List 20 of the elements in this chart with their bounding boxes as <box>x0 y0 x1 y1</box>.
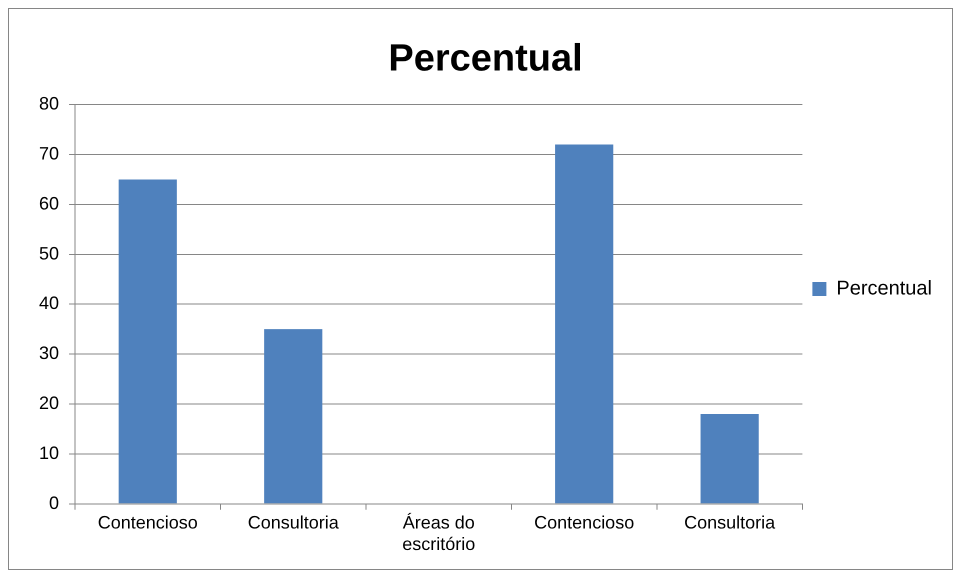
y-tick-label: 0 <box>49 492 60 513</box>
bar <box>264 329 322 504</box>
bar <box>700 414 759 504</box>
x-tick-label: Contencioso <box>534 512 634 533</box>
x-tick-label: Consultoria <box>684 512 776 533</box>
x-tick-label: Consultoria <box>248 512 340 533</box>
y-tick-label: 20 <box>38 392 60 413</box>
y-tick-label: 30 <box>38 343 60 364</box>
chart-title: Percentual <box>388 37 583 80</box>
y-tick-label: 40 <box>38 293 60 314</box>
y-tick-label: 50 <box>38 243 60 264</box>
y-tick-label: 70 <box>38 143 60 164</box>
y-tick-label: 80 <box>38 94 60 114</box>
legend-label: Percentual <box>836 278 932 300</box>
bar <box>118 179 177 504</box>
x-tick-label: Contencioso <box>98 512 198 533</box>
bar <box>555 144 614 504</box>
y-tick-label: 60 <box>38 193 60 214</box>
y-tick-label: 10 <box>38 442 60 463</box>
x-tick-label: Áreas do escritório <box>402 512 476 554</box>
